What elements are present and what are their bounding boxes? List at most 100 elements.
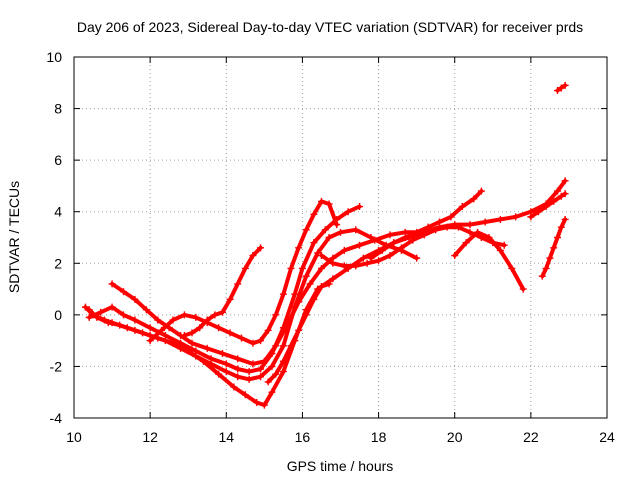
data-point xyxy=(481,218,489,226)
data-point xyxy=(272,311,280,319)
data-point xyxy=(226,329,234,337)
series-arc-7 xyxy=(264,280,333,386)
data-point xyxy=(325,280,333,288)
data-point xyxy=(512,213,520,221)
data-point xyxy=(413,254,421,262)
data-point xyxy=(192,347,200,355)
data-point xyxy=(321,226,329,234)
data-point xyxy=(131,295,139,303)
data-point xyxy=(550,244,558,252)
data-point xyxy=(542,264,550,272)
x-tick-label: 24 xyxy=(599,429,615,445)
data-point xyxy=(333,221,341,229)
series-line xyxy=(182,245,263,338)
series-arc-6 xyxy=(180,244,265,339)
grid-layer xyxy=(74,57,607,418)
data-point xyxy=(97,308,105,316)
data-point xyxy=(538,272,546,280)
data-point xyxy=(253,399,261,407)
data-point xyxy=(325,200,333,208)
data-point xyxy=(462,239,470,247)
x-tick-label: 10 xyxy=(66,429,82,445)
data-point xyxy=(359,254,367,262)
data-point xyxy=(257,337,265,345)
data-point xyxy=(557,223,565,231)
data-point xyxy=(295,326,303,334)
data-point xyxy=(218,308,226,316)
data-point xyxy=(554,234,562,241)
data-point xyxy=(352,226,360,234)
data-point xyxy=(534,208,542,216)
data-point xyxy=(245,368,253,376)
data-point xyxy=(234,373,242,381)
data-point xyxy=(279,290,287,298)
x-tick-label: 12 xyxy=(142,429,158,445)
data-point xyxy=(287,342,295,350)
data-point xyxy=(378,246,386,254)
series-arc-11 xyxy=(538,215,569,280)
y-tick-label: -4 xyxy=(50,410,63,426)
data-point xyxy=(279,368,287,376)
data-point xyxy=(310,210,318,218)
x-tick-label: 22 xyxy=(523,429,539,445)
data-point xyxy=(455,223,463,231)
data-point xyxy=(158,326,166,334)
data-point xyxy=(104,319,112,327)
data-point xyxy=(203,316,211,324)
data-point xyxy=(409,236,417,244)
data-point xyxy=(557,192,565,200)
data-point xyxy=(310,295,318,303)
data-point xyxy=(192,313,200,321)
plot-frame xyxy=(73,56,608,419)
data-point xyxy=(211,311,219,319)
data-point xyxy=(451,252,459,260)
data-point xyxy=(279,357,287,365)
data-point xyxy=(234,355,242,363)
data-point xyxy=(257,244,265,252)
series-arc-13 xyxy=(554,81,569,95)
data-point xyxy=(477,187,485,195)
data-point xyxy=(356,241,364,249)
data-point xyxy=(207,355,215,363)
data-point xyxy=(234,365,242,373)
data-point xyxy=(561,177,569,185)
data-point xyxy=(119,288,127,296)
data-point xyxy=(283,321,291,329)
data-point xyxy=(302,311,310,319)
data-point xyxy=(390,239,398,247)
data-point xyxy=(542,203,550,211)
data-point xyxy=(496,215,504,223)
data-point xyxy=(561,215,569,223)
data-point xyxy=(272,370,280,378)
data-point xyxy=(447,213,455,221)
data-point xyxy=(298,264,306,272)
series-arc-3 xyxy=(85,203,364,376)
series-arc-5 xyxy=(146,197,341,347)
data-point xyxy=(188,329,196,337)
data-point xyxy=(367,254,375,262)
data-point xyxy=(268,362,276,370)
data-point xyxy=(230,383,238,391)
data-point xyxy=(344,208,352,216)
data-point xyxy=(420,231,428,239)
data-point xyxy=(466,228,474,236)
data-point xyxy=(466,221,474,229)
x-tick-label: 16 xyxy=(295,429,311,445)
series-arc-9 xyxy=(367,187,485,262)
data-point xyxy=(314,249,322,257)
data-point xyxy=(222,368,230,376)
data-point xyxy=(245,375,253,383)
data-point xyxy=(554,87,562,95)
data-point xyxy=(443,223,451,231)
data-point xyxy=(329,275,337,283)
data-point xyxy=(554,187,562,195)
data-point xyxy=(474,228,482,236)
data-point xyxy=(241,264,249,272)
data-point xyxy=(496,246,504,254)
data-point xyxy=(188,339,196,347)
data-point xyxy=(241,391,249,399)
data-point xyxy=(329,259,337,267)
data-point xyxy=(249,360,257,368)
y-tick-label: 8 xyxy=(54,101,62,117)
